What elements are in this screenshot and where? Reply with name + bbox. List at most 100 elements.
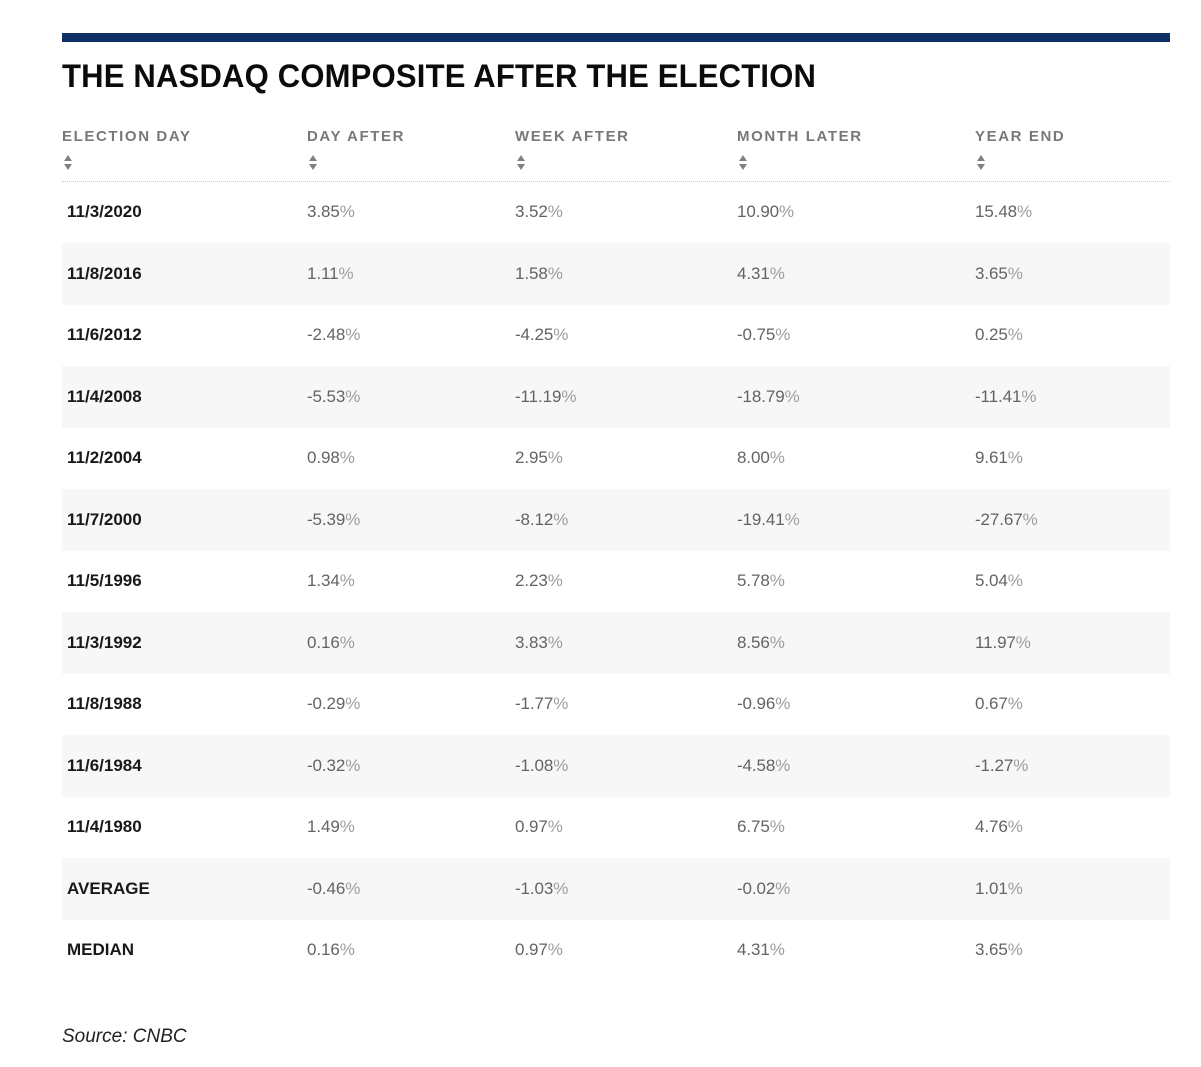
- cell-value: -1.77%: [515, 694, 569, 714]
- percent-sign: %: [1007, 817, 1023, 837]
- cell-value: 5.04%: [975, 571, 1023, 591]
- accent-bar: [62, 33, 1170, 42]
- chart-title: THE NASDAQ COMPOSITE AFTER THE ELECTION: [62, 58, 817, 95]
- percent-sign: %: [1015, 632, 1031, 652]
- table-row: 11/8/1988 -0.29% -1.77% -0.96% 0.67%: [62, 674, 1170, 736]
- cell-value: 0.98%: [307, 448, 355, 468]
- column-header-week-after[interactable]: WEEK AFTER: [515, 128, 737, 170]
- cell-value: -18.79%: [737, 386, 800, 406]
- sort-descending-icon[interactable]: [64, 163, 72, 170]
- sort-ascending-icon[interactable]: [309, 154, 317, 161]
- cell-value: 0.16%: [307, 940, 355, 960]
- cell-value: 5.78%: [737, 571, 785, 591]
- percent-sign: %: [345, 755, 361, 775]
- table-row: 11/3/2020 3.85% 3.52% 10.90% 15.48%: [62, 182, 1170, 244]
- table-row: 11/8/2016 1.11% 1.58% 4.31% 3.65%: [62, 243, 1170, 305]
- percent-sign: %: [345, 509, 361, 529]
- sort-ascending-icon[interactable]: [64, 154, 72, 161]
- percent-sign: %: [553, 694, 569, 714]
- cell-value: 3.52%: [515, 202, 563, 222]
- cell-value: 3.83%: [515, 632, 563, 652]
- cell-value: 4.31%: [737, 263, 785, 283]
- percent-sign: %: [1007, 448, 1023, 468]
- sort-arrows-icon[interactable]: [64, 154, 72, 170]
- cell-value: 3.85%: [307, 202, 355, 222]
- percent-sign: %: [1007, 571, 1023, 591]
- percent-sign: %: [775, 325, 791, 345]
- percent-sign: %: [547, 940, 563, 960]
- column-header-year-end[interactable]: YEAR END: [975, 128, 1170, 170]
- sort-ascending-icon[interactable]: [517, 154, 525, 161]
- percent-sign: %: [547, 448, 563, 468]
- cell-value: -1.27%: [975, 755, 1029, 775]
- cell-value: 15.48%: [975, 202, 1033, 222]
- sort-ascending-icon[interactable]: [977, 154, 985, 161]
- row-label: 11/8/2016: [67, 263, 142, 283]
- column-header-election-day[interactable]: ELECTION DAY: [62, 128, 307, 170]
- column-header-label: YEAR END: [975, 127, 1066, 145]
- column-header-month-later[interactable]: MONTH LATER: [737, 128, 975, 170]
- cell-value: -2.48%: [307, 325, 361, 345]
- table-row: 11/6/2012 -2.48% -4.25% -0.75% 0.25%: [62, 305, 1170, 367]
- table-body: 11/3/2020 3.85% 3.52% 10.90% 15.48% 11/8/2016…: [62, 182, 1170, 982]
- percent-sign: %: [1007, 878, 1023, 898]
- sort-ascending-icon[interactable]: [739, 154, 747, 161]
- sort-descending-icon[interactable]: [309, 163, 317, 170]
- row-label: AVERAGE: [67, 878, 150, 898]
- percent-sign: %: [345, 694, 361, 714]
- sort-arrows-icon[interactable]: [517, 154, 525, 170]
- percent-sign: %: [784, 509, 800, 529]
- percent-sign: %: [547, 817, 563, 837]
- row-label: 11/8/1988: [67, 694, 142, 714]
- row-label: 11/2/2004: [67, 448, 142, 468]
- row-label: 11/4/1980: [67, 817, 142, 837]
- percent-sign: %: [547, 571, 563, 591]
- cell-value: 4.76%: [975, 817, 1023, 837]
- cell-value: 1.49%: [307, 817, 355, 837]
- percent-sign: %: [775, 694, 791, 714]
- percent-sign: %: [769, 632, 785, 652]
- cell-value: 1.58%: [515, 263, 563, 283]
- cell-value: -0.46%: [307, 878, 361, 898]
- sort-arrows-icon[interactable]: [977, 154, 985, 170]
- cell-value: -0.75%: [737, 325, 791, 345]
- sort-descending-icon[interactable]: [977, 163, 985, 170]
- percent-sign: %: [547, 202, 563, 222]
- cell-value: 1.34%: [307, 571, 355, 591]
- sort-descending-icon[interactable]: [517, 163, 525, 170]
- percent-sign: %: [339, 448, 355, 468]
- percent-sign: %: [553, 878, 569, 898]
- percent-sign: %: [784, 386, 800, 406]
- cell-value: -4.58%: [737, 755, 791, 775]
- percent-sign: %: [1021, 386, 1037, 406]
- percent-sign: %: [775, 755, 791, 775]
- cell-value: 2.95%: [515, 448, 563, 468]
- sort-arrows-icon[interactable]: [309, 154, 317, 170]
- table-row: 11/2/2004 0.98% 2.95% 8.00% 9.61%: [62, 428, 1170, 490]
- percent-sign: %: [339, 817, 355, 837]
- table-header-row: ELECTION DAY DAY AFTER WEEK AFTER MONTH LAT…: [62, 128, 1170, 182]
- sort-descending-icon[interactable]: [739, 163, 747, 170]
- cell-value: -11.19%: [515, 386, 577, 406]
- table-row: 11/3/1992 0.16% 3.83% 8.56% 11.97%: [62, 612, 1170, 674]
- column-header-label: DAY AFTER: [307, 127, 406, 145]
- percent-sign: %: [339, 632, 355, 652]
- cell-value: 0.16%: [307, 632, 355, 652]
- percent-sign: %: [547, 632, 563, 652]
- percent-sign: %: [339, 202, 355, 222]
- cell-value: 6.75%: [737, 817, 785, 837]
- table-row: 11/6/1984 -0.32% -1.08% -4.58% -1.27%: [62, 735, 1170, 797]
- table-row: 11/5/1996 1.34% 2.23% 5.78% 5.04%: [62, 551, 1170, 613]
- percent-sign: %: [769, 263, 785, 283]
- sort-arrows-icon[interactable]: [739, 154, 747, 170]
- cell-value: -0.32%: [307, 755, 361, 775]
- cell-value: 3.65%: [975, 940, 1023, 960]
- table-row: AVERAGE -0.46% -1.03% -0.02% 1.01%: [62, 858, 1170, 920]
- column-header-day-after[interactable]: DAY AFTER: [307, 128, 515, 170]
- percent-sign: %: [1007, 325, 1023, 345]
- cell-value: -1.03%: [515, 878, 569, 898]
- percent-sign: %: [338, 263, 354, 283]
- cell-value: 4.31%: [737, 940, 785, 960]
- row-label: MEDIAN: [67, 940, 135, 960]
- table-row: MEDIAN 0.16% 0.97% 4.31% 3.65%: [62, 920, 1170, 982]
